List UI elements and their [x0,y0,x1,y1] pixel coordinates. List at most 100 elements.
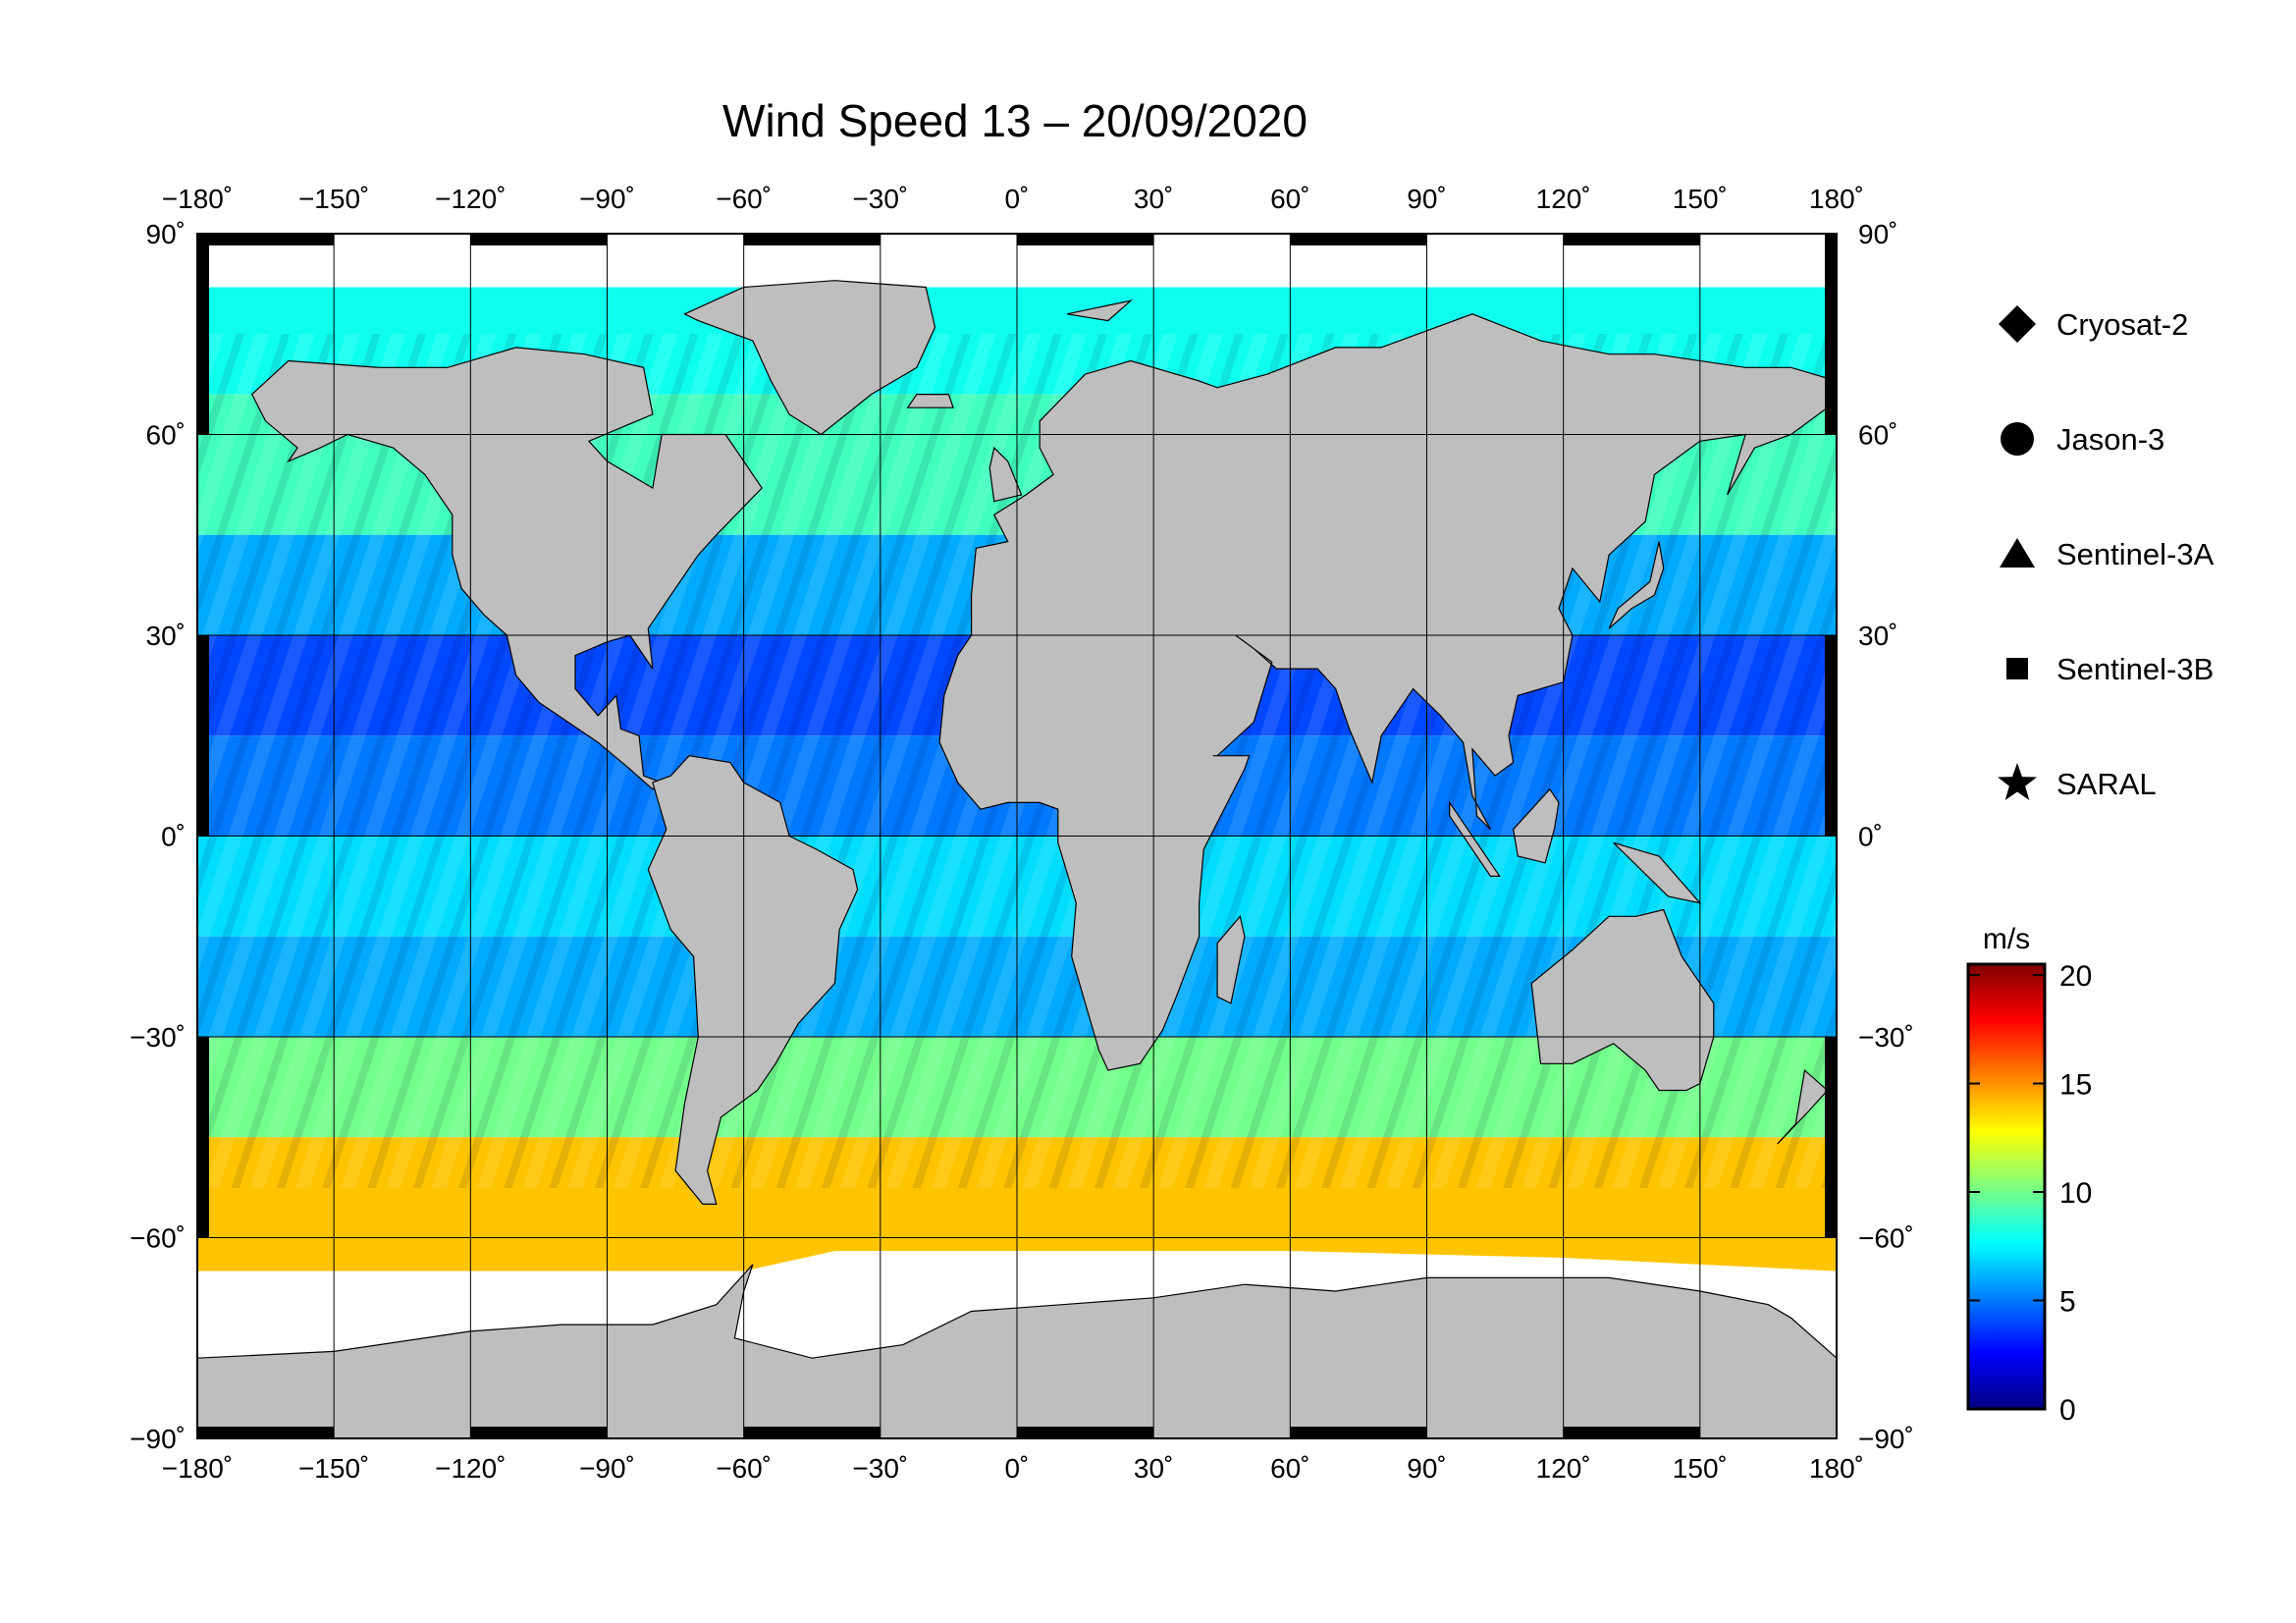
satellite-legend: Cryosat-2 Jason-3 Sentinel-3A Sentinel-3B SA… [1998,305,2215,801]
lon-tick-bottom: −180˚ [162,1453,233,1484]
lon-tick-bottom: 0˚ [1005,1453,1030,1484]
lon-tick-bottom: 120˚ [1536,1453,1591,1484]
greenland-landmass [682,280,936,436]
lon-tick-top: −30˚ [852,184,908,214]
lon-tick-bottom: 60˚ [1270,1453,1309,1484]
lat-tick-right: −60˚ [1858,1223,1914,1254]
frame-bar-bottom [1563,1427,1700,1438]
lon-tick-bottom: −60˚ [716,1453,772,1484]
colorbar-ticks: 20 15 10 5 0 [1968,960,2092,1427]
lon-tick-top: 90˚ [1407,184,1446,214]
lat-tick-left: 60˚ [146,420,186,451]
lon-tick-bottom: −90˚ [579,1453,635,1484]
map-frame-checker-border [197,234,1837,1438]
legend-item: Jason-3 [2001,422,2164,457]
lon-tick-bottom: 180˚ [1809,1453,1864,1484]
new-guinea-landmass [1613,841,1702,904]
frame-bar-top [197,234,335,245]
lat-tick-right: 30˚ [1858,621,1897,651]
lat-tick-right: −90˚ [1858,1424,1914,1454]
new-zealand-landmass [1777,1068,1829,1145]
australia-landmass [1530,908,1715,1092]
frame-bar-top [1290,234,1427,245]
lon-tick-bottom: 90˚ [1407,1453,1446,1484]
iceland-landmass [906,394,954,408]
legend-item: Sentinel-3A [2000,537,2215,571]
lon-tick-top: −120˚ [435,184,506,214]
lat-tick-right: 0˚ [1858,822,1883,852]
lon-tick-top: −90˚ [579,184,635,214]
frame-bar-bottom [197,1427,335,1438]
lat-tick-right: −30˚ [1858,1022,1914,1053]
lon-tick-top: −150˚ [298,184,369,214]
colorbar: m/s 20 15 10 5 0 [1966,923,2092,1427]
lon-tick-top: 180˚ [1809,184,1864,214]
lon-tick-top: −180˚ [162,184,233,214]
lon-tick-top: 150˚ [1673,184,1728,214]
legend-item: SARAL [1998,763,2157,801]
lon-tick-top: 0˚ [1005,184,1030,214]
map-title: Wind Speed 13 – 20/09/2020 [722,95,1308,146]
legend-label: Cryosat-2 [2056,307,2188,342]
legend-label: Sentinel-3A [2056,537,2215,571]
south-america-landmass [647,755,859,1206]
lat-tick-left: −90˚ [130,1424,186,1454]
colorbar-tick-label: 20 [2059,960,2092,993]
colorbar-tick-label: 5 [2059,1286,2076,1319]
legend-item: Sentinel-3B [2006,652,2214,686]
legend-label: Sentinel-3B [2056,652,2214,686]
japan-landmass [1608,541,1665,629]
frame-bar-bottom [470,1427,608,1438]
lon-tick-bottom: 30˚ [1134,1453,1173,1484]
frame-bar-top [743,234,881,245]
colorbar-tick-label: 15 [2059,1069,2092,1102]
square-icon [2006,658,2028,679]
frame-bar-bottom [1290,1427,1427,1438]
lon-tick-top: −60˚ [716,184,772,214]
frame-bar-top [1563,234,1700,245]
lat-tick-right: 90˚ [1858,219,1897,249]
triangle-icon [2000,538,2035,568]
svalbard-landmass [1066,299,1134,322]
legend-item: Cryosat-2 [1999,305,2188,343]
lat-tick-left: 0˚ [161,822,186,852]
star-icon [1998,763,2037,800]
lon-tick-top: 30˚ [1134,184,1173,214]
frame-bar-top [1017,234,1154,245]
colorbar-tick-label: 0 [2059,1394,2076,1427]
lon-tick-top: 60˚ [1270,184,1309,214]
frame-bar-left [197,1037,209,1238]
frame-bar-top [470,234,608,245]
lat-tick-left: −30˚ [130,1022,186,1053]
lat-tick-right: 60˚ [1858,420,1897,451]
frame-bar-bottom [743,1427,881,1438]
lat-tick-left: −60˚ [130,1223,186,1254]
lon-tick-bottom: 150˚ [1673,1453,1728,1484]
circle-icon [2001,422,2034,456]
frame-bar-bottom [1017,1427,1154,1438]
frame-bar-right [1825,234,1837,435]
axis-tick-labels: −180˚ −180˚ −150˚ −150˚ −120˚ −120˚ −90˚ −90˚ −6… [130,184,1914,1484]
sumatra-landmass [1449,800,1501,878]
north-america-landmass [250,347,763,790]
diamond-icon [1999,305,2036,343]
lat-tick-left: 30˚ [146,621,186,651]
borneo-landmass [1512,787,1560,864]
frame-bar-right [1825,635,1837,837]
lon-tick-bottom: −30˚ [852,1453,908,1484]
legend-label: Jason-3 [2056,422,2164,457]
lon-tick-bottom: −150˚ [298,1453,369,1484]
frame-bar-left [197,234,209,435]
eurasia-africa-landmass [938,313,1837,1071]
frame-bar-right [1825,1037,1837,1238]
frame-bar-left [197,635,209,837]
lat-tick-left: 90˚ [146,219,186,249]
legend-label: SARAL [2056,767,2157,801]
colorbar-unit: m/s [1983,923,2030,955]
colorbar-tick-label: 10 [2059,1177,2092,1210]
lon-tick-top: 120˚ [1536,184,1591,214]
madagascar-landmass [1216,914,1246,1004]
graticule [197,234,1837,1438]
lon-tick-bottom: −120˚ [435,1453,506,1484]
